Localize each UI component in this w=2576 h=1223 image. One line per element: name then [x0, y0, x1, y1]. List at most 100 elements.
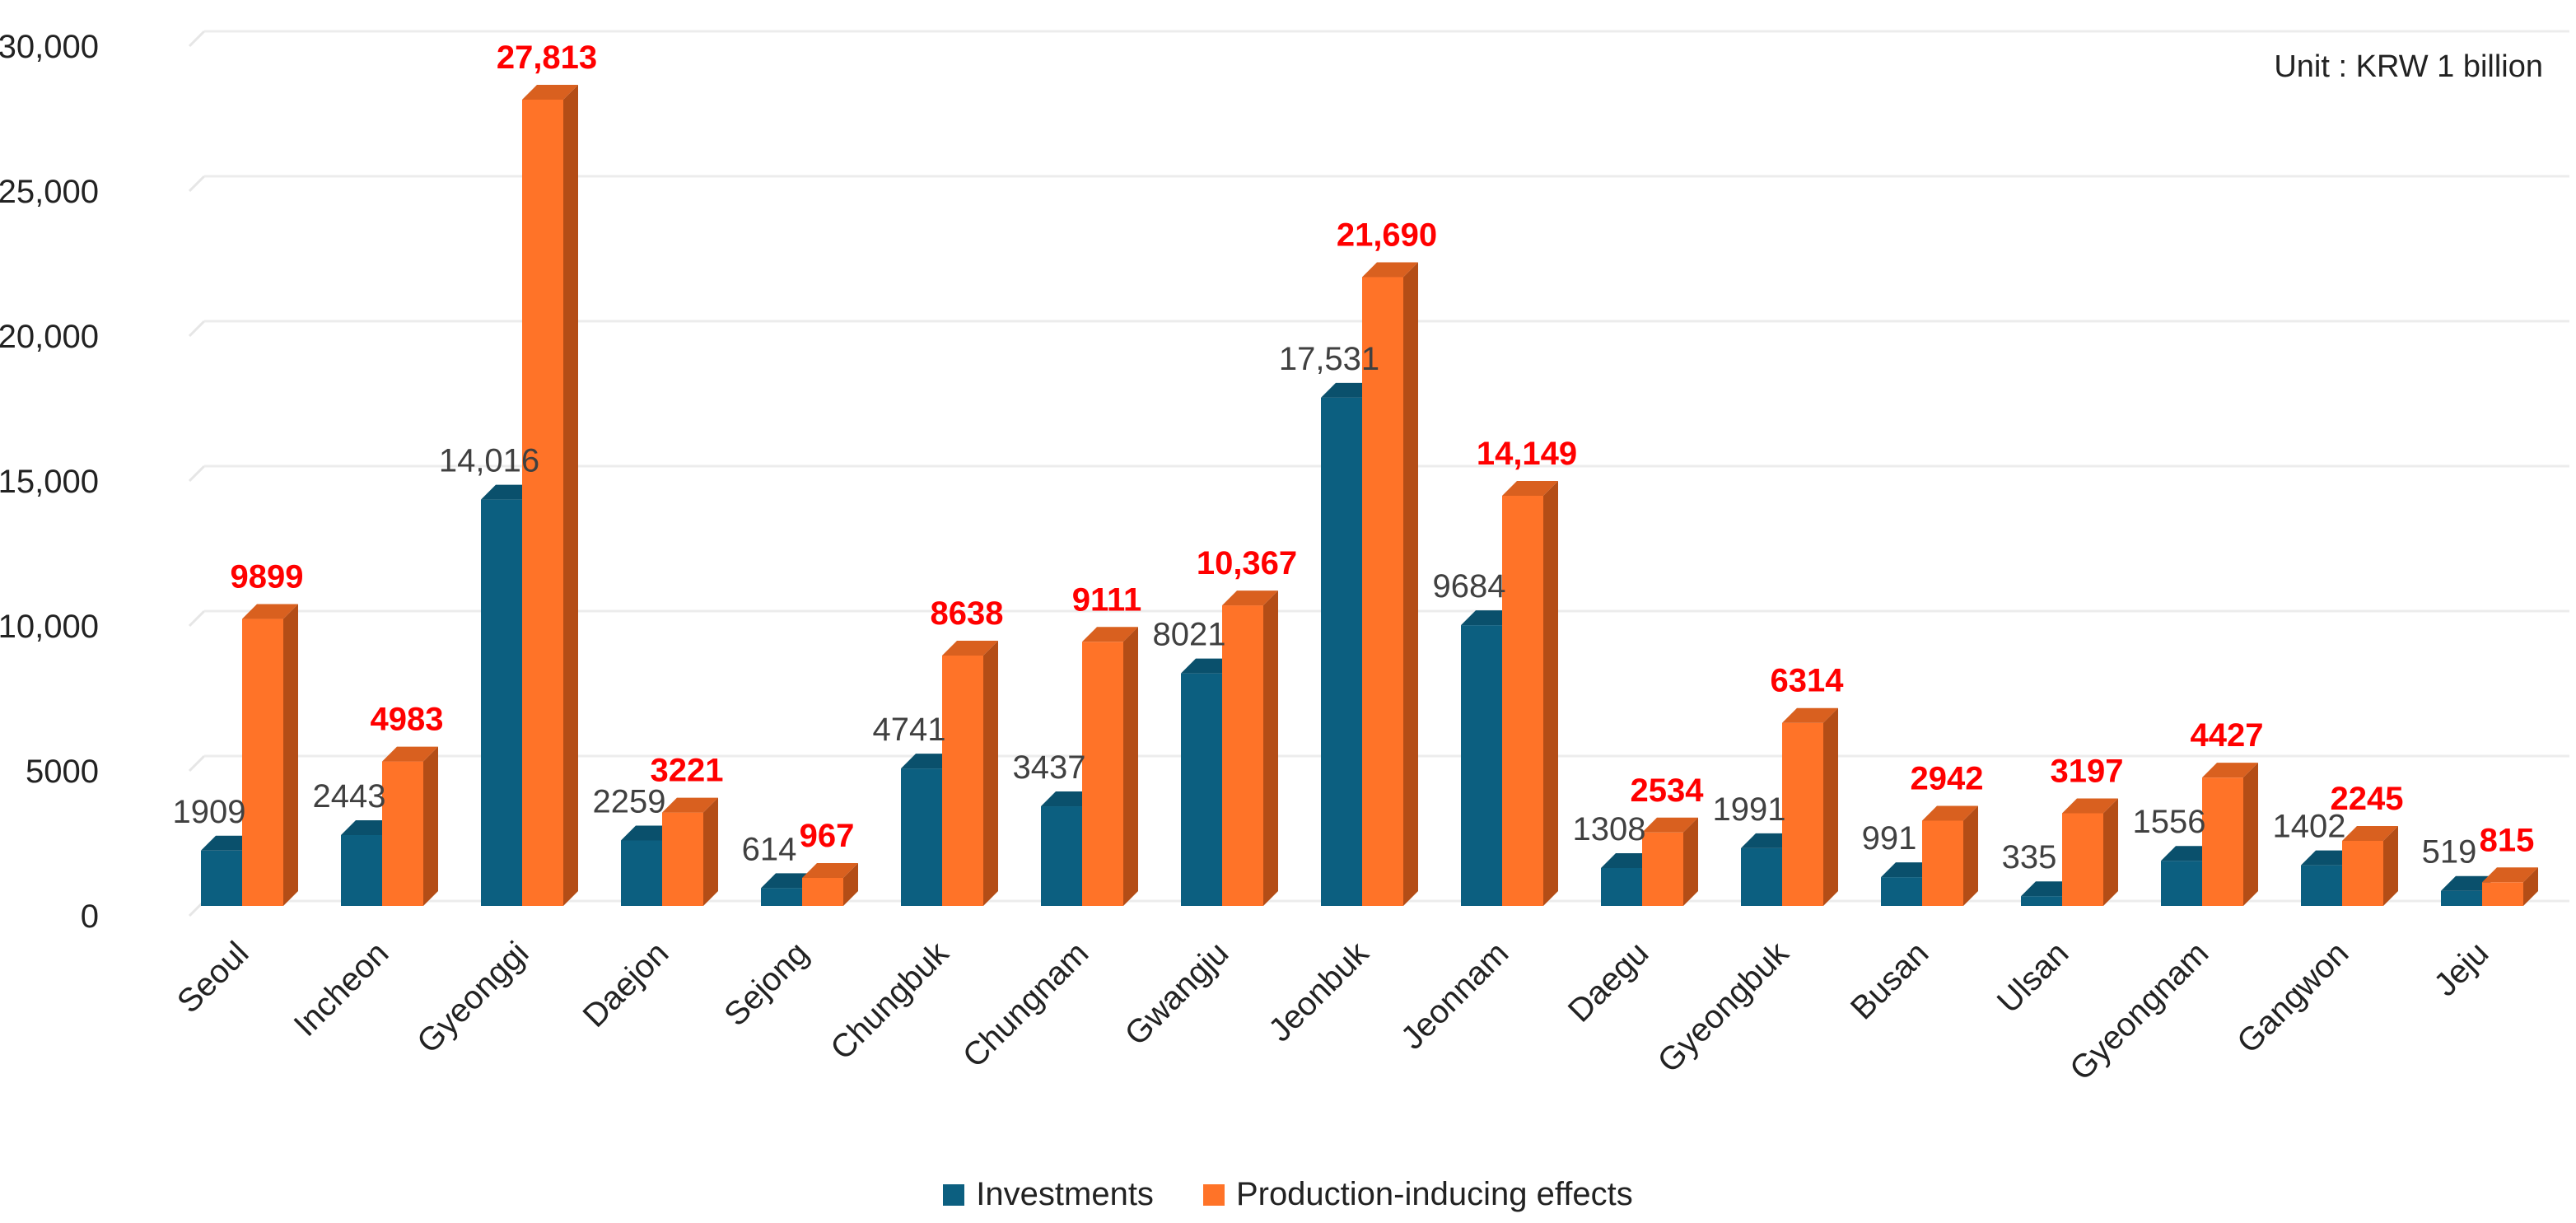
x-tick-label: Gyeongnam — [2063, 935, 2215, 1087]
legend-label-investments: Investments — [976, 1176, 1154, 1212]
x-tick-label: Jeonbuk — [1262, 935, 1376, 1049]
bar-investments — [201, 850, 242, 906]
bar-side — [1823, 707, 1838, 906]
x-tick-label: Sejong — [717, 935, 815, 1033]
y-tick-label: 5000 — [26, 754, 99, 790]
bar-production — [1922, 820, 1963, 906]
data-label-production: 2245 — [2331, 781, 2404, 817]
bar-side — [2523, 867, 2538, 906]
bar-side — [563, 84, 578, 906]
x-tick-label: Gyeongbuk — [1651, 935, 1796, 1080]
data-label-investments: 17,531 — [1279, 341, 1379, 377]
data-label-investments: 14,016 — [439, 443, 539, 479]
bar-top — [662, 797, 718, 813]
data-label-production: 21,690 — [1337, 217, 1437, 254]
data-label-production: 6314 — [1771, 663, 1845, 699]
y-tick-label: 15,000 — [0, 464, 99, 500]
x-tick-label: Chungbuk — [824, 935, 956, 1067]
gridline-depth — [188, 320, 206, 338]
data-label-investments: 335 — [2002, 839, 2057, 875]
bar-investments — [901, 768, 942, 906]
bar-top — [382, 746, 438, 762]
data-label-production: 9111 — [1072, 581, 1142, 618]
bar-side — [2383, 825, 2398, 906]
bar-side — [1543, 480, 1558, 906]
bar-production — [2062, 813, 2103, 906]
bar-production — [1082, 642, 1123, 906]
bar-top — [522, 84, 578, 100]
data-label-investments: 1402 — [2273, 809, 2346, 845]
data-label-production: 2534 — [1631, 773, 1705, 809]
bar-top — [1642, 817, 1698, 833]
bar-top — [2202, 763, 2258, 778]
data-label-production: 815 — [2480, 822, 2535, 858]
bar-investments — [1881, 877, 1922, 906]
bar-side — [423, 746, 438, 906]
x-tick-label: Daegu — [1561, 935, 1655, 1029]
bar-investments — [1041, 806, 1082, 906]
gridline-depth — [188, 175, 206, 193]
bar-top — [1922, 805, 1978, 821]
bar-production — [1502, 495, 1543, 906]
bar-investments — [2301, 865, 2342, 906]
x-tick-label: Ulsan — [1990, 935, 2075, 1020]
bar-side — [2243, 763, 2258, 906]
bar-top — [942, 640, 998, 656]
data-label-production: 9899 — [231, 559, 304, 595]
data-label-investments: 1991 — [1713, 791, 1786, 828]
data-label-investments: 3437 — [1013, 749, 1086, 786]
gridline-depth — [188, 754, 206, 773]
bar-side — [1263, 590, 1278, 906]
data-label-investments: 991 — [1862, 820, 1917, 857]
data-label-production: 8638 — [931, 595, 1004, 632]
data-label-investments: 2443 — [313, 778, 386, 815]
bar-top — [802, 862, 858, 878]
bar-side — [1403, 262, 1418, 907]
x-tick-label: Busan — [1844, 935, 1935, 1026]
bar-top — [2482, 867, 2538, 883]
bar-side — [1123, 627, 1138, 906]
bar-investments — [1741, 847, 1782, 906]
data-label-production: 14,149 — [1477, 436, 1577, 472]
bar-production — [2342, 840, 2383, 906]
bar-production — [1222, 605, 1263, 906]
bar-investments — [1461, 625, 1502, 906]
bar-top — [1082, 627, 1138, 642]
x-tick-label: Jeonnam — [1394, 935, 1515, 1056]
bar-investments — [1601, 867, 1642, 906]
data-label-investments: 1909 — [173, 794, 246, 830]
bar-production — [942, 655, 983, 906]
bar-side — [843, 862, 858, 906]
gridline-depth — [188, 30, 206, 48]
bar-side — [1963, 805, 1978, 906]
bar-side — [703, 797, 718, 906]
bar-production — [2202, 777, 2243, 906]
data-label-production: 4427 — [2191, 717, 2264, 754]
bar-production — [1642, 832, 1683, 906]
x-tick-label: Gyeonggi — [410, 935, 535, 1060]
bar-top — [2062, 798, 2118, 814]
bar-side — [2103, 798, 2118, 906]
bar-production — [1782, 722, 1823, 906]
data-label-investments: 4741 — [873, 712, 946, 748]
data-label-production: 3221 — [651, 753, 724, 789]
data-label-production: 967 — [800, 818, 855, 854]
bar-investments — [1321, 397, 1362, 906]
bar-investments — [1181, 673, 1222, 906]
bar-production — [382, 761, 423, 906]
bar-investments — [2161, 861, 2202, 906]
x-tick-label: Gwangju — [1118, 935, 1236, 1053]
legend: Investments Production-inducing effects — [0, 1176, 2576, 1213]
bar-side — [1683, 817, 1698, 906]
x-tick-label: Seoul — [170, 935, 255, 1020]
y-tick-label: 25,000 — [0, 174, 99, 210]
bar-production — [2482, 882, 2523, 906]
y-tick-label: 20,000 — [0, 319, 99, 355]
bar-investments — [761, 888, 802, 906]
gridline-depth — [188, 464, 206, 483]
bar-investments — [2441, 890, 2482, 906]
legend-item-investments: Investments — [943, 1176, 1154, 1213]
y-tick-label: 30,000 — [0, 29, 99, 65]
bar-production — [1362, 277, 1403, 907]
